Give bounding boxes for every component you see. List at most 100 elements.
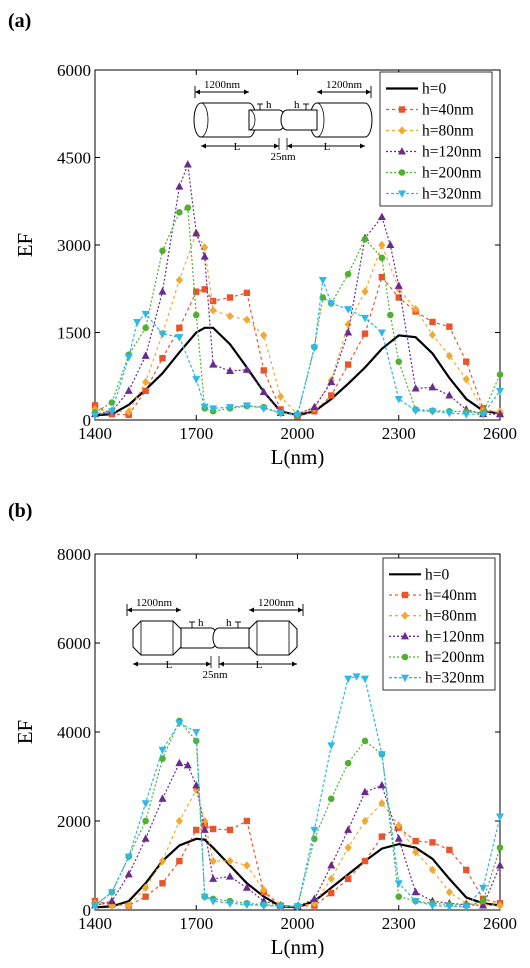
data-point (310, 826, 319, 835)
data-point (463, 866, 470, 874)
data-point (361, 737, 369, 745)
data-point (107, 408, 116, 416)
y-tick-label: 4000 (57, 723, 91, 742)
data-point (159, 755, 166, 762)
data-point (328, 392, 335, 399)
data-point (259, 902, 268, 910)
left-long-cylinder (132, 620, 182, 656)
data-point (428, 330, 437, 340)
series-line (94, 275, 501, 418)
right-length-label: 1200nm (326, 79, 363, 91)
data-point (445, 351, 453, 361)
data-point (411, 384, 420, 392)
data-point (293, 903, 302, 912)
data-point (141, 800, 150, 808)
y-tick-label: 6000 (57, 634, 91, 653)
legend-entry: h=80nm (425, 608, 477, 625)
x-tick-label: 2600 (483, 914, 517, 933)
data-point (479, 901, 488, 909)
data-point (378, 833, 386, 840)
data-point (176, 857, 183, 865)
data-point (377, 751, 386, 759)
data-point (108, 901, 116, 910)
data-point (142, 893, 149, 900)
legend-frame (379, 71, 493, 207)
left-short-cylinder (180, 627, 218, 649)
right-long-cylinder (248, 620, 298, 656)
data-point (159, 354, 166, 362)
y-axis-label: EF (13, 720, 37, 745)
left-L-arrow-head-right (274, 143, 279, 149)
right-long-cylinder-body (248, 620, 298, 656)
data-point (429, 318, 436, 326)
data-point (124, 853, 133, 861)
data-point (141, 834, 150, 842)
data-point (209, 306, 217, 315)
right-length-label: 1200nm (258, 597, 295, 609)
y-tick-label: 8000 (57, 545, 91, 564)
data-point (361, 330, 369, 337)
series-h=0 (94, 326, 501, 417)
data-point (496, 409, 504, 418)
data-point (496, 844, 504, 851)
data-point (209, 360, 218, 368)
data-point (259, 387, 268, 395)
data-point (209, 297, 217, 305)
chart-panel: (a) 1400 1700 2000 2300 2600 0 1500 3000 4500 6000… (8, 10, 517, 469)
data-point (192, 228, 201, 237)
data-point (327, 874, 335, 884)
data-point (142, 377, 150, 387)
series-line (94, 675, 501, 908)
data-point (445, 391, 454, 399)
x-tick-label: 2300 (382, 424, 416, 443)
x-tick-label: 1400 (78, 914, 112, 933)
right-long-cylinder-end (316, 102, 325, 138)
data-point (344, 675, 353, 683)
data-point (445, 888, 453, 897)
series-line (94, 820, 501, 908)
right-length-arrow-head-right (298, 607, 303, 613)
data-point (200, 403, 209, 411)
data-point (107, 889, 116, 897)
x-tick-label: 2600 (483, 424, 517, 443)
data-point (310, 344, 319, 353)
right-length-arrow-head-right (366, 89, 371, 95)
data-point (445, 903, 454, 911)
y-tick-label: 0 (83, 411, 92, 430)
series-h=80nm (91, 229, 504, 419)
left-length-label: 1200nm (204, 79, 241, 91)
data-point (259, 405, 268, 413)
series-h=320nm (91, 673, 504, 912)
data-point (175, 720, 184, 728)
x-tick-label: 1700 (179, 424, 213, 443)
data-point (192, 376, 201, 384)
data-point (378, 254, 386, 262)
x-axis-label: L(nm) (271, 935, 325, 959)
data-point (142, 387, 149, 395)
data-point (201, 286, 208, 293)
data-point (226, 366, 234, 374)
x-tick-label: 1400 (78, 424, 112, 443)
left-length-arrow-head-left (127, 607, 132, 613)
data-point (243, 315, 251, 324)
data-point (319, 294, 327, 301)
data-point (142, 817, 149, 825)
left-L-label: L (234, 141, 241, 153)
data-point (412, 837, 419, 845)
data-point (394, 281, 403, 289)
data-point (125, 901, 133, 910)
data-point (496, 861, 504, 869)
x-tick-label: 2300 (382, 914, 416, 933)
left-length-arrow-head-right (244, 89, 249, 95)
y-tick-label: 0 (83, 901, 92, 920)
x-tick-label: 1700 (179, 914, 213, 933)
data-point (226, 856, 234, 866)
data-point (158, 794, 167, 802)
data-point (124, 354, 133, 362)
inset-schematic: 1200nm 1200nm h h L L 25nm (193, 79, 373, 163)
y-tick-label: 6000 (57, 61, 91, 80)
data-point (175, 182, 184, 190)
data-point (361, 675, 369, 683)
data-point (260, 885, 268, 895)
data-point (209, 874, 218, 882)
